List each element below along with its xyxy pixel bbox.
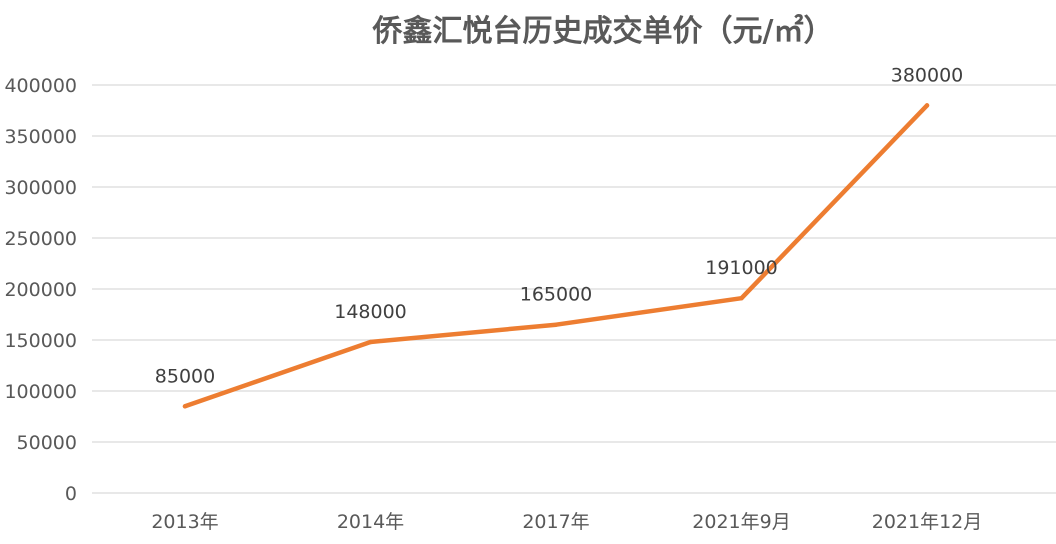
data-label: 85000 (155, 365, 215, 387)
x-tick-label: 2021年9月 (692, 511, 790, 533)
series-line (182, 103, 930, 409)
y-tick-label: 250000 (4, 228, 77, 250)
chart-title: 侨鑫汇悦台历史成交单价（元/㎡） (372, 14, 834, 49)
data-point (739, 295, 744, 301)
data-point (368, 339, 373, 345)
y-tick-label: 0 (65, 483, 77, 505)
x-tick-label: 2013年 (151, 511, 218, 533)
x-tick-label: 2021年12月 (872, 511, 983, 533)
y-tick-label: 150000 (4, 330, 77, 352)
y-tick-label: 400000 (4, 75, 77, 97)
x-tick-label: 2014年 (337, 511, 404, 533)
data-point (553, 322, 559, 327)
y-tick-label: 350000 (4, 126, 77, 148)
y-tick-label: 100000 (4, 381, 77, 403)
y-tick-label: 200000 (4, 279, 77, 301)
y-tick-label: 300000 (4, 177, 77, 199)
data-point (924, 103, 930, 108)
data-point (182, 404, 188, 409)
data-label: 380000 (891, 64, 964, 86)
data-label: 191000 (705, 257, 778, 279)
y-tick-label: 50000 (17, 432, 77, 454)
data-label: 148000 (334, 301, 407, 323)
x-tick-label: 2017年 (522, 511, 589, 533)
data-label: 165000 (520, 284, 593, 306)
